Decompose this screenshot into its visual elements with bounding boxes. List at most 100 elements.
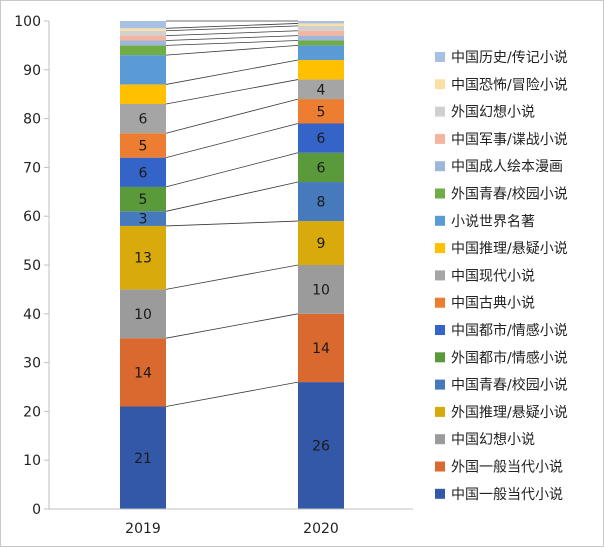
bar-segment [120, 28, 166, 31]
bar-segment [120, 40, 166, 46]
legend-swatch [435, 133, 445, 144]
series-connector-line [165, 45, 299, 56]
y-tick-label: 80 [23, 112, 41, 128]
bar-segment [120, 133, 166, 158]
y-tick-label: 40 [23, 307, 41, 323]
legend-swatch [435, 243, 445, 254]
bar-segment [298, 99, 344, 124]
data-label: 5 [317, 104, 326, 120]
legend-swatch [435, 270, 445, 281]
legend-swatch [435, 461, 445, 472]
data-label: 26 [312, 439, 330, 455]
bar-segment [120, 30, 166, 36]
data-label: 6 [317, 160, 326, 176]
bar-segment [298, 123, 344, 153]
data-label: 5 [139, 192, 148, 208]
series-connector-line [165, 35, 299, 41]
y-tick-label: 10 [23, 453, 41, 469]
x-tick-label: 2019 [125, 521, 161, 537]
bar-segment [120, 45, 166, 56]
bar-segment [298, 265, 344, 314]
y-tick-label: 20 [23, 404, 41, 420]
data-label: 14 [312, 341, 330, 357]
legend-swatch [435, 434, 445, 445]
legend-swatch [435, 488, 445, 499]
legend-swatch [435, 352, 445, 363]
bar-segment [120, 84, 166, 104]
bar-segment [120, 338, 166, 407]
data-label: 4 [317, 82, 326, 98]
data-label: 6 [139, 112, 148, 128]
y-tick-label: 100 [14, 14, 41, 30]
y-tick-label: 70 [23, 160, 41, 176]
bar-segment [120, 186, 166, 212]
data-label: 10 [134, 307, 152, 323]
bar-segment [298, 45, 344, 61]
y-tick-label: 50 [23, 258, 41, 274]
data-label: 5 [139, 138, 148, 154]
legend-label: 中国青春/校园小说 [451, 377, 568, 394]
y-tick-label: 0 [32, 502, 41, 518]
series-connector-line [165, 313, 299, 339]
legend-swatch [435, 188, 445, 199]
series-connector-line [165, 98, 299, 134]
legend-swatch [435, 379, 445, 390]
series-connector-line [165, 152, 299, 188]
legend-label: 外国幻想小说 [451, 105, 535, 121]
series-connector-line [165, 123, 299, 159]
bar-segment [298, 40, 344, 46]
series-connector-line [165, 30, 299, 37]
bar-segment [298, 79, 344, 100]
bar-segment [298, 152, 344, 183]
legend-label: 中国古典小说 [451, 296, 535, 312]
legend-label: 中国推理/悬疑小说 [451, 241, 568, 257]
legend-label: 中国成人绘本漫画 [451, 159, 563, 175]
bar-segment [298, 313, 344, 383]
series-connector-line [165, 381, 299, 407]
x-tick-label: 2020 [303, 521, 339, 537]
legend-label: 中国现代小说 [451, 268, 535, 284]
legend-swatch [435, 297, 445, 308]
legend-label: 中国历史/传记小说 [451, 50, 568, 66]
legend-swatch [435, 106, 445, 117]
bar-segment [298, 21, 344, 24]
bar-segment [120, 55, 166, 85]
data-label: 6 [139, 165, 148, 181]
legend-label: 外国都市/情感小说 [451, 349, 568, 366]
legend-label: 小说世界名著 [451, 214, 535, 230]
legend-swatch [435, 52, 445, 62]
data-label: 10 [312, 282, 330, 298]
bar-segment [298, 25, 344, 31]
series-connector-line [165, 79, 299, 105]
legend-label: 中国都市/情感小说 [451, 322, 568, 339]
series-connector-line [165, 40, 299, 46]
legend-label: 中国军事/谍战小说 [451, 132, 568, 148]
data-label: 13 [134, 251, 152, 267]
bar-segment [120, 289, 166, 339]
bar-segment [120, 406, 166, 509]
bar-segment [120, 157, 166, 187]
bar-segment [298, 23, 344, 26]
data-label: 21 [134, 451, 152, 467]
bar-segment [298, 35, 344, 41]
data-label: 14 [134, 365, 152, 381]
legend-label: 中国恐怖/冒险小说 [451, 76, 568, 93]
series-connector-line [165, 264, 299, 290]
y-tick-label: 30 [23, 356, 41, 372]
legend-swatch [435, 215, 445, 226]
legend-swatch [435, 161, 445, 172]
series-connector-line [165, 181, 299, 212]
y-tick-label: 60 [23, 209, 41, 225]
bar-segment [120, 103, 166, 134]
y-tick-label: 90 [23, 63, 41, 79]
legend-label: 外国一般当代小说 [451, 460, 563, 476]
bar-segment [298, 182, 344, 222]
data-label: 3 [139, 212, 148, 228]
bar-segment [298, 221, 344, 265]
series-connector-line [165, 59, 299, 85]
bar-segment [298, 382, 344, 509]
data-label: 9 [317, 236, 326, 252]
series-connector-line [165, 220, 299, 227]
